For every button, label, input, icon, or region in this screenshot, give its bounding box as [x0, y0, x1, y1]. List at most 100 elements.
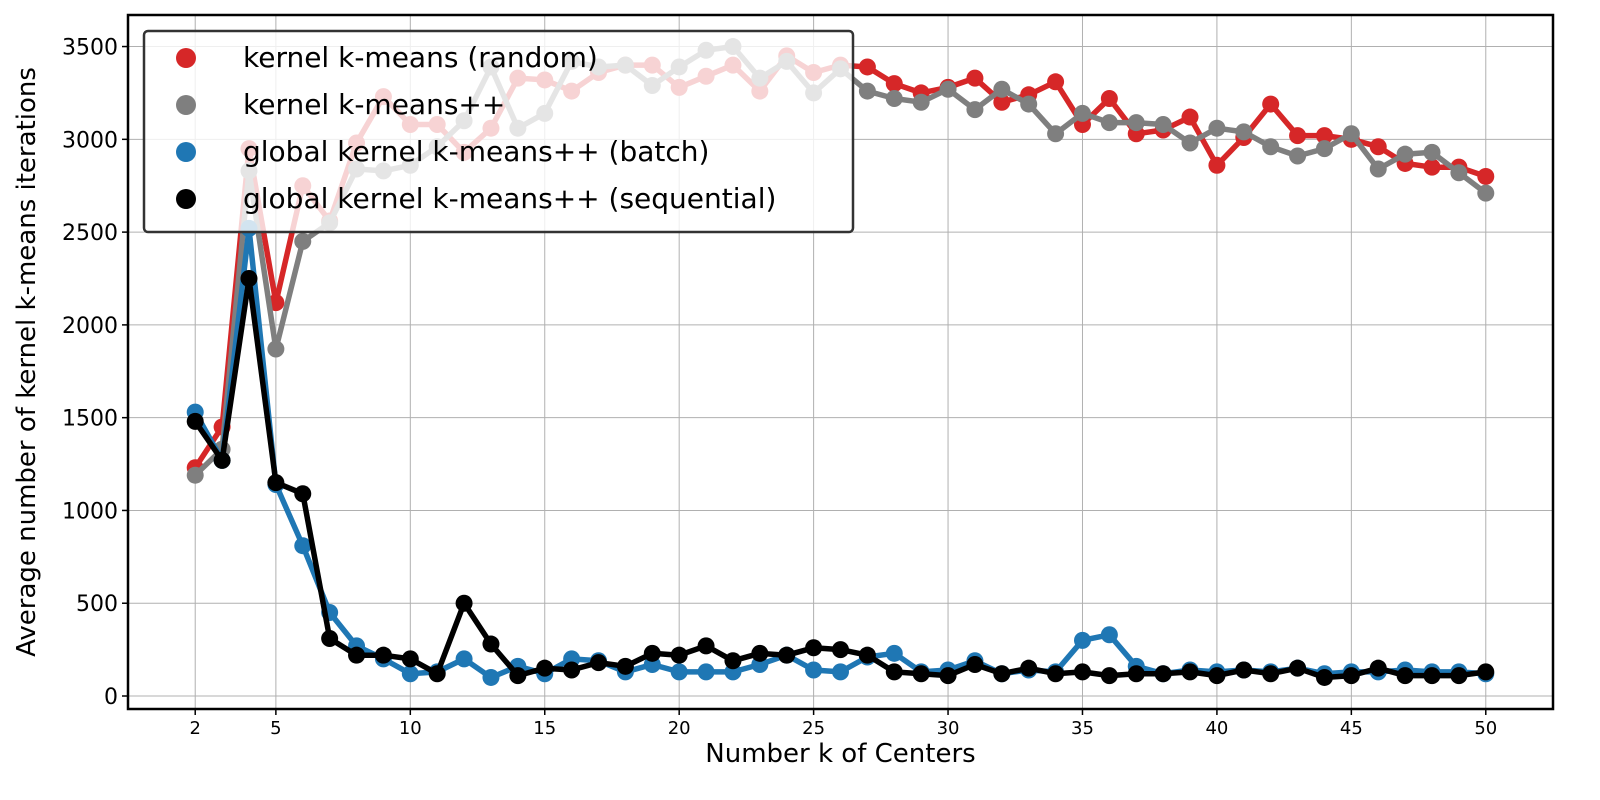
data-point — [966, 655, 984, 673]
y-tick-label: 1000 — [62, 499, 118, 524]
data-point — [643, 644, 661, 662]
data-point — [590, 654, 608, 672]
data-point — [1020, 95, 1038, 113]
data-point — [724, 652, 742, 670]
data-point — [1342, 667, 1360, 685]
data-point — [1289, 127, 1307, 145]
legend-marker — [176, 189, 196, 209]
data-point — [1127, 114, 1145, 132]
data-point — [374, 646, 392, 664]
data-point — [1100, 626, 1118, 644]
data-point — [536, 659, 554, 677]
x-tick-label: 25 — [802, 718, 825, 739]
data-point — [805, 639, 823, 657]
data-point — [1154, 115, 1172, 133]
legend-box — [142, 29, 855, 234]
data-point — [1235, 661, 1253, 679]
data-point — [1073, 663, 1091, 681]
data-point — [885, 90, 903, 108]
data-point — [1342, 125, 1360, 143]
data-point — [1047, 125, 1065, 143]
data-point — [1073, 104, 1091, 122]
data-point — [939, 80, 957, 98]
data-point — [858, 58, 876, 76]
y-tick-label: 0 — [104, 685, 118, 710]
data-point — [832, 641, 849, 659]
x-tick-label: 50 — [1474, 718, 1497, 739]
data-point — [912, 665, 930, 683]
data-point — [321, 629, 339, 647]
data-point — [912, 93, 930, 111]
data-point — [428, 665, 446, 683]
data-point — [1289, 659, 1307, 677]
series-3 — [186, 219, 1495, 686]
plot-frame — [126, 13, 1555, 711]
data-point — [294, 537, 312, 555]
data-point — [455, 650, 473, 668]
data-point — [805, 661, 823, 679]
data-point — [1100, 114, 1118, 132]
data-point — [1423, 158, 1441, 176]
data-point — [751, 644, 769, 662]
x-axis-title: Number k of Centers — [705, 739, 975, 769]
data-point — [267, 474, 285, 492]
data-point — [1262, 138, 1280, 156]
data-point — [885, 644, 903, 662]
data-point — [1315, 668, 1333, 686]
data-point — [1073, 631, 1091, 649]
data-point — [294, 485, 312, 503]
y-tick-label: 1500 — [62, 407, 118, 432]
x-tick-label: 40 — [1205, 718, 1228, 739]
data-point — [1020, 659, 1038, 677]
data-point — [401, 665, 419, 683]
data-point — [832, 663, 849, 681]
y-axis-title: Average number of kernel k-means iterati… — [12, 67, 42, 657]
data-point — [1369, 659, 1387, 677]
series-line — [192, 225, 1486, 681]
data-point — [1369, 138, 1387, 156]
data-point — [1477, 167, 1495, 185]
legend-label: global kernel k-means++ (batch) — [243, 135, 709, 168]
data-point — [1369, 160, 1387, 178]
data-point — [1047, 73, 1065, 91]
data-point — [1127, 665, 1145, 683]
data-point — [1262, 95, 1280, 113]
data-point — [267, 340, 285, 358]
x-tick-label: 15 — [533, 718, 556, 739]
data-point — [1208, 119, 1226, 137]
series-4 — [186, 269, 1495, 686]
series-line — [192, 275, 1487, 681]
data-point — [1315, 127, 1333, 145]
data-point — [294, 232, 312, 250]
data-point — [401, 650, 419, 668]
data-point — [509, 667, 527, 685]
legend: kernel k-means (random) kernel k-means++ g… — [142, 29, 855, 234]
data-point — [966, 101, 984, 119]
data-point — [1235, 123, 1253, 141]
x-tick-label: 10 — [399, 718, 422, 739]
data-point — [993, 80, 1011, 98]
data-point — [858, 82, 876, 100]
x-axis: 2 5 10 15 20 25 30 35 40 45 50 — [189, 709, 1497, 739]
data-point — [778, 646, 796, 664]
data-point — [186, 466, 204, 484]
legend-label: kernel k-means (random) — [243, 41, 598, 74]
data-point — [1100, 667, 1118, 685]
data-point — [966, 69, 984, 87]
data-point — [186, 412, 204, 430]
data-point — [1450, 667, 1468, 685]
data-point — [1396, 145, 1414, 163]
data-point — [213, 451, 231, 469]
data-point — [1477, 184, 1495, 202]
data-point — [993, 93, 1011, 111]
y-tick-label: 2500 — [62, 221, 118, 246]
legend-marker — [176, 142, 196, 162]
data-point — [482, 668, 500, 686]
data-point — [697, 637, 715, 655]
data-point — [1289, 147, 1307, 165]
legend-marker — [176, 48, 196, 68]
legend-marker — [176, 95, 196, 115]
data-point — [1315, 140, 1333, 158]
data-point — [1477, 663, 1495, 681]
